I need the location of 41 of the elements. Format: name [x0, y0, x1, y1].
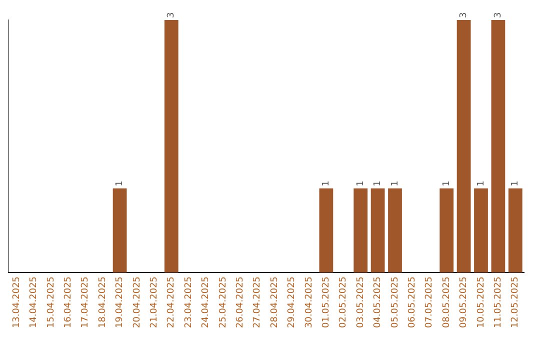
x-tick-label: 27.04.2025 — [252, 276, 263, 328]
x-tick-label: 06.05.2025 — [408, 276, 418, 328]
data-label: 3 — [494, 12, 504, 18]
x-tick-label: 08.05.2025 — [442, 276, 452, 328]
x-tick-label: 14.04.2025 — [29, 276, 40, 328]
x-tick-label: 21.04.2025 — [150, 276, 160, 328]
x-tick-label: 05.05.2025 — [390, 276, 400, 328]
x-tick-label: 11.05.2025 — [494, 276, 504, 328]
x-tick-label: 23.04.2025 — [184, 276, 194, 328]
x-tick-label: 26.04.2025 — [236, 276, 246, 328]
x-tick-label: 20.04.2025 — [132, 276, 142, 328]
x-tick-label: 29.04.2025 — [287, 276, 298, 328]
x-tick-label: 03.05.2025 — [356, 276, 366, 328]
x-tick-label: 13.04.2025 — [12, 276, 22, 328]
x-tick-label: 16.04.2025 — [64, 276, 74, 328]
data-label: 1 — [510, 180, 521, 186]
data-label: 3 — [459, 12, 470, 18]
data-label: 1 — [390, 180, 400, 186]
data-label: 1 — [442, 180, 452, 186]
x-tick-label: 02.05.2025 — [338, 276, 349, 328]
x-tick-label: 01.05.2025 — [322, 276, 332, 328]
x-tick-label: 28.04.2025 — [270, 276, 280, 328]
x-tick-label: 09.05.2025 — [459, 276, 470, 328]
x-tick-label: 30.04.2025 — [304, 276, 314, 328]
x-tick-label: 15.04.2025 — [46, 276, 56, 328]
x-tick-label: 24.04.2025 — [201, 276, 212, 328]
data-label: 1 — [322, 180, 332, 186]
x-tick-label: 25.04.2025 — [218, 276, 228, 328]
data-label: 1 — [115, 180, 126, 186]
x-tick-label: 22.04.2025 — [166, 276, 177, 328]
x-tick-label: 18.04.2025 — [98, 276, 108, 328]
data-label: 1 — [356, 180, 366, 186]
x-tick-label: 07.05.2025 — [424, 276, 435, 328]
data-label: 3 — [166, 12, 177, 18]
data-label: 1 — [373, 180, 384, 186]
x-tick-label: 17.04.2025 — [80, 276, 91, 328]
data-label: 1 — [476, 180, 486, 186]
x-tick-label: 10.05.2025 — [476, 276, 486, 328]
x-tick-label: 04.05.2025 — [373, 276, 384, 328]
x-tick-label: 19.04.2025 — [115, 276, 126, 328]
x-tick-label: 12.05.2025 — [510, 276, 521, 328]
